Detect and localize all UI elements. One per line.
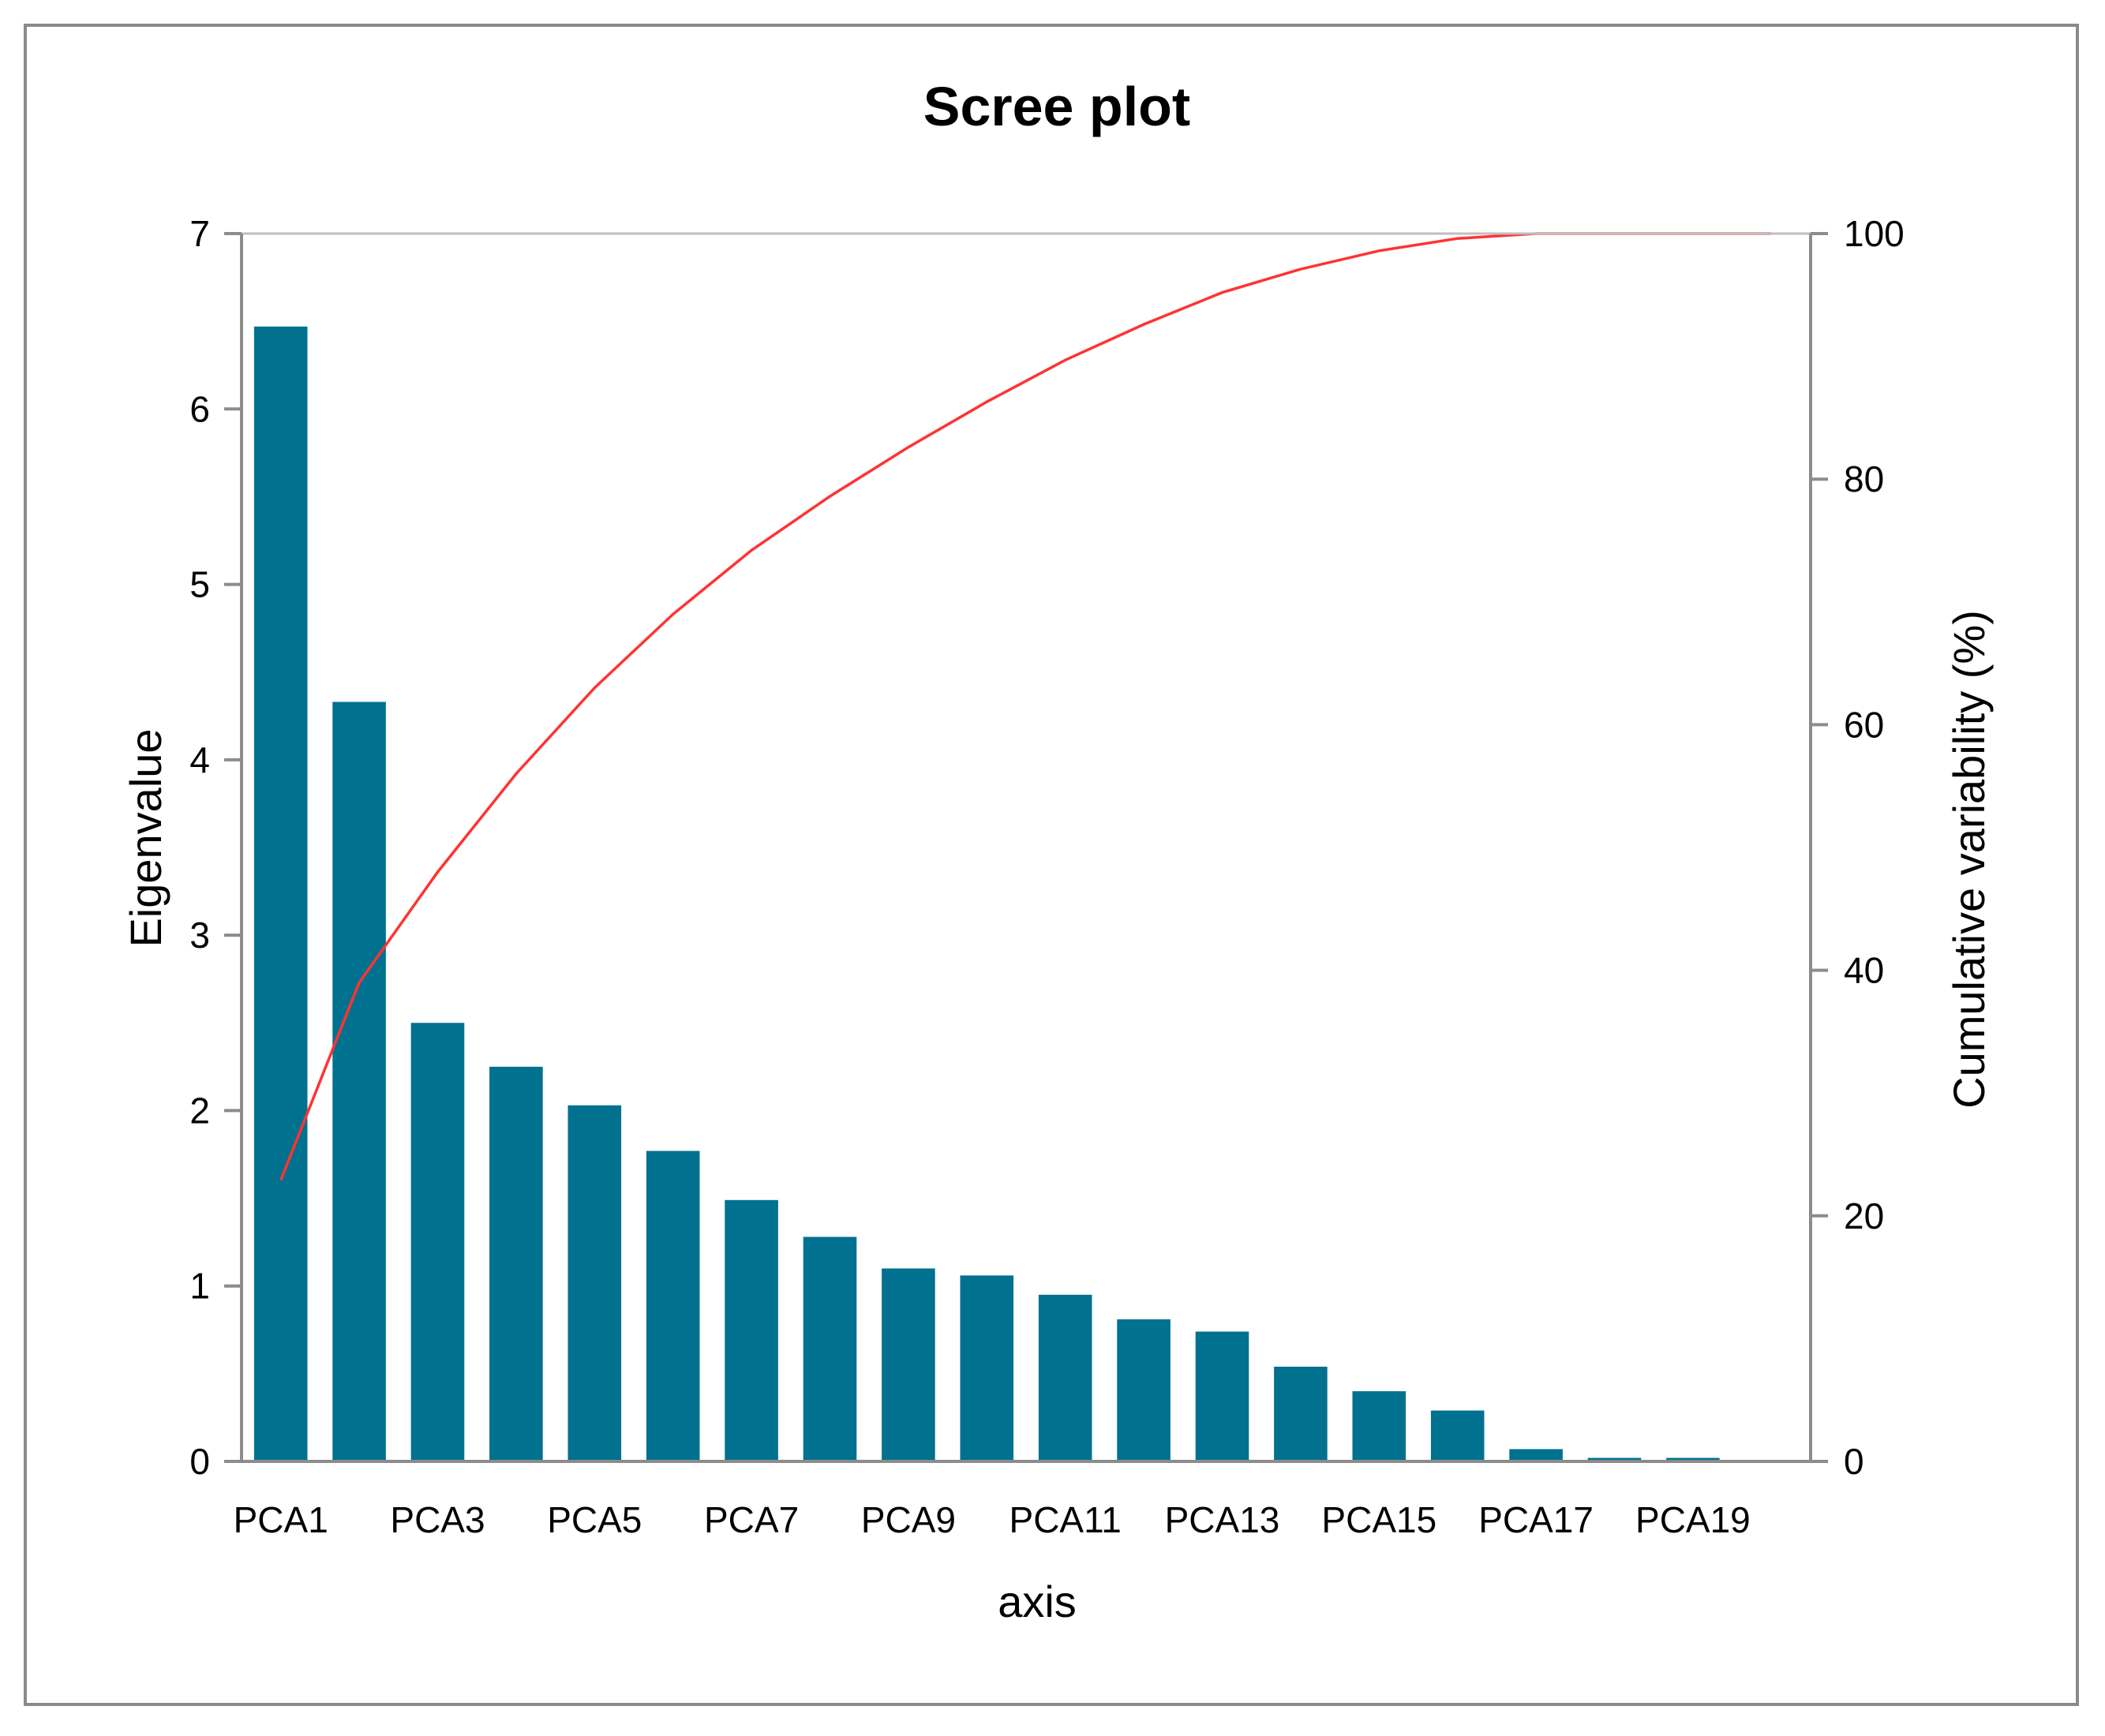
bar (1430, 1410, 1485, 1461)
left-tick-label: 5 (189, 564, 210, 605)
right-tick-label: 20 (1844, 1195, 1884, 1237)
bar (253, 326, 308, 1462)
x-tick-label: PCA7 (704, 1499, 799, 1540)
line-series (279, 232, 1772, 1181)
left-axis-ticks: 0 1 2 3 4 5 6 7 (189, 213, 242, 1482)
x-tick-label: PCA19 (1635, 1499, 1751, 1540)
bar (882, 1268, 935, 1461)
right-tick-label: 80 (1844, 458, 1884, 499)
bar (960, 1275, 1014, 1461)
x-tick-label: PCA17 (1478, 1499, 1594, 1540)
left-tick-label: 3 (189, 915, 210, 956)
bar (410, 1023, 465, 1461)
bar (1195, 1331, 1249, 1461)
bar (1274, 1366, 1328, 1461)
right-tick-label: 0 (1844, 1441, 1864, 1482)
bar (1666, 1457, 1720, 1461)
y2-axis-title: Cumulative variability (%) (1944, 610, 1994, 1109)
x-axis-title: axis (998, 1577, 1077, 1626)
axes (240, 232, 1812, 1463)
left-tick-label: 1 (189, 1266, 210, 1307)
left-tick-label: 4 (189, 739, 210, 780)
right-tick-label: 60 (1844, 704, 1884, 745)
left-tick-label: 7 (189, 213, 210, 254)
right-tick-label: 40 (1844, 950, 1884, 991)
x-tick-label: PCA9 (861, 1499, 956, 1540)
bar (1509, 1449, 1563, 1461)
x-tick-label: PCA15 (1321, 1499, 1436, 1540)
x-axis-ticks: PCA1 PCA3 PCA5 PCA7 PCA9 PCA11 PCA13 PCA15 PCA17… (234, 1499, 1751, 1540)
bar (1587, 1457, 1642, 1461)
chart-title: Scree plot (923, 76, 1190, 137)
bar-series (253, 326, 1720, 1462)
bar (1038, 1294, 1092, 1461)
x-tick-label: PCA1 (234, 1499, 328, 1540)
left-tick-label: 2 (189, 1090, 210, 1131)
bar (1352, 1391, 1406, 1461)
bar (332, 702, 386, 1461)
left-tick-label: 0 (189, 1441, 210, 1482)
x-tick-label: PCA5 (547, 1499, 642, 1540)
bar (1117, 1319, 1170, 1461)
x-tick-label: PCA13 (1165, 1499, 1280, 1540)
x-tick-label: PCA3 (390, 1499, 485, 1540)
bar (803, 1237, 857, 1461)
bar (725, 1199, 778, 1461)
right-tick-label: 100 (1844, 213, 1905, 254)
x-tick-label: PCA11 (1009, 1499, 1122, 1540)
y-axis-title: Eigenvalue (121, 728, 170, 947)
bar (646, 1150, 700, 1461)
bar (567, 1105, 622, 1461)
left-tick-label: 6 (189, 388, 210, 429)
cumulative-line (279, 232, 1772, 1181)
right-axis-ticks: 0 20 40 60 80 100 (1811, 213, 1905, 1482)
bar (489, 1066, 543, 1461)
